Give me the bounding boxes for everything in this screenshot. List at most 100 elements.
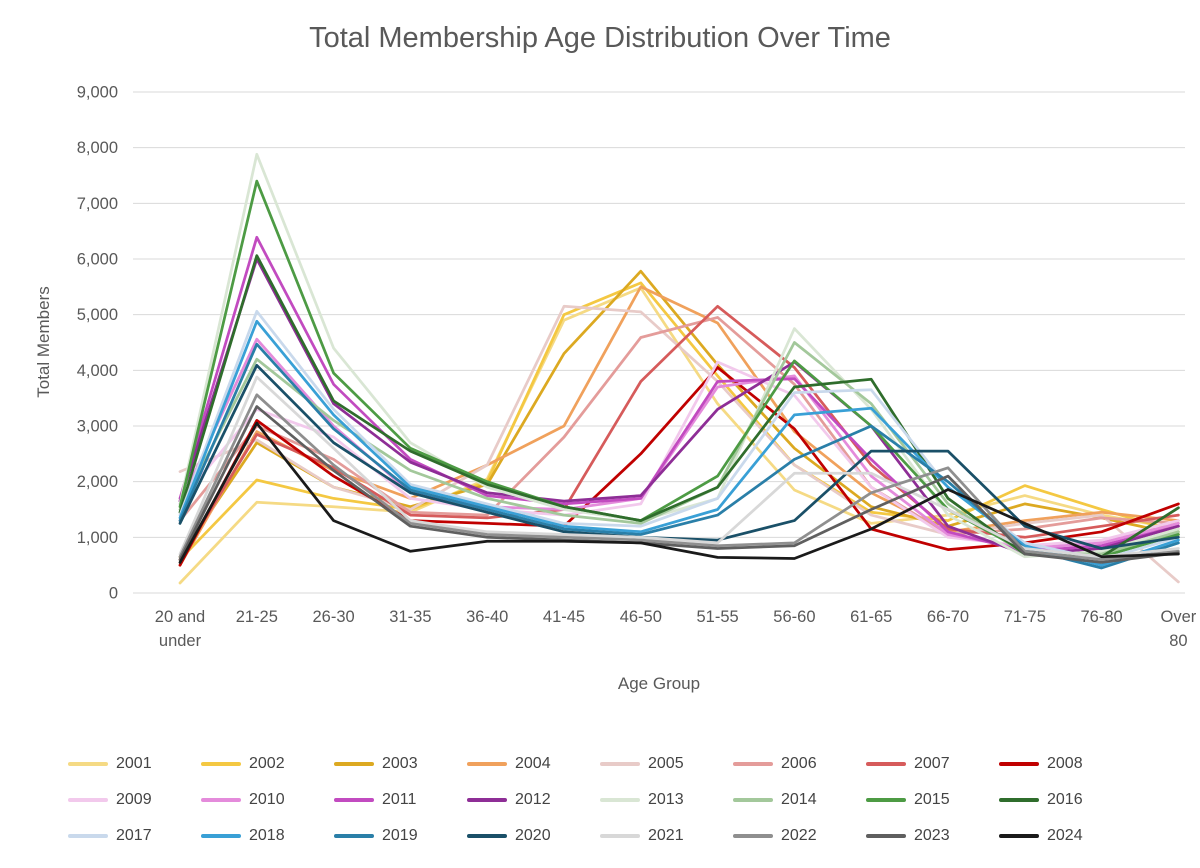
series-line-2005	[178, 304, 1180, 584]
legend-row: 2017 2018 2019 2020 2021 2022 2023 2024	[0, 818, 1200, 854]
legend-row: 2001 2002 2003 2004 2005 2006 2007 2008	[0, 746, 1200, 782]
y-tick-label: 1,000	[77, 529, 118, 547]
legend-swatch	[467, 797, 507, 803]
legend-label: 2017	[116, 827, 152, 844]
legend-item-2013: 2013	[600, 791, 733, 809]
legend-label: 2021	[648, 827, 684, 844]
legend-swatch	[334, 833, 374, 839]
series-line-2020	[178, 363, 1180, 550]
x-tick-label: 51-55	[696, 608, 738, 626]
legend-label: 2011	[382, 791, 417, 808]
legend-swatch	[68, 761, 108, 767]
legend-swatch	[467, 761, 507, 767]
legend-label: 2010	[249, 791, 285, 808]
legend-item-2004: 2004	[467, 755, 600, 773]
legend-swatch	[733, 761, 773, 767]
legend-item-2014: 2014	[733, 791, 866, 809]
legend-swatch	[68, 797, 108, 803]
legend-label: 2004	[515, 755, 551, 772]
legend-item-2023: 2023	[866, 827, 999, 845]
legend-item-2006: 2006	[733, 755, 866, 773]
legend-item-2012: 2012	[467, 791, 600, 809]
legend-row: 2009 2010 2011 2012 2013 2014 2015 2016	[0, 782, 1200, 818]
y-tick-label: 9,000	[77, 84, 118, 102]
legend-item-2020: 2020	[467, 827, 600, 845]
legend-item-2008: 2008	[999, 755, 1132, 773]
y-tick-label: 8,000	[77, 139, 118, 157]
legend-swatch	[201, 797, 241, 803]
x-tick-label: 46-50	[620, 608, 662, 626]
legend-label: 2015	[914, 791, 950, 808]
x-tick-label: 56-60	[773, 608, 815, 626]
legend-label: 2023	[914, 827, 950, 844]
legend-item-2011: 2011	[334, 791, 467, 809]
legend-label: 2020	[515, 827, 551, 844]
legend-item-2003: 2003	[334, 755, 467, 773]
legend-label: 2005	[648, 755, 684, 772]
series-line-2016	[178, 254, 1180, 559]
legend-label: 2006	[781, 755, 817, 772]
series-line-2013	[178, 152, 1180, 559]
legend-item-2019: 2019	[334, 827, 467, 845]
series-line-2024	[178, 421, 1180, 564]
legend-swatch	[201, 761, 241, 767]
legend-item-2016: 2016	[999, 791, 1132, 809]
y-tick-label: 5,000	[77, 306, 118, 324]
chart-title: Total Membership Age Distribution Over T…	[309, 22, 891, 54]
legend-item-2007: 2007	[866, 755, 999, 773]
legend-swatch	[467, 833, 507, 839]
y-tick-label: 0	[109, 585, 118, 603]
x-tick-label: 26-30	[312, 608, 354, 626]
legend-label: 2012	[515, 791, 551, 808]
legend-swatch	[201, 833, 241, 839]
legend-item-2002: 2002	[201, 755, 334, 773]
legend-swatch	[600, 797, 640, 803]
legend-label: 2001	[116, 755, 152, 772]
x-tick-label: 36-40	[466, 608, 508, 626]
legend-swatch	[334, 761, 374, 767]
legend-item-2024: 2024	[999, 827, 1132, 845]
y-tick-label: 3,000	[77, 418, 118, 436]
legend-label: 2014	[781, 791, 817, 808]
series-line-2006	[178, 316, 1180, 536]
x-tick-label: 66-70	[927, 608, 969, 626]
legend-item-2018: 2018	[201, 827, 334, 845]
x-tick-label: 61-65	[850, 608, 892, 626]
legend-label: 2009	[116, 791, 152, 808]
legend-item-2005: 2005	[600, 755, 733, 773]
legend-label: 2002	[249, 755, 285, 772]
legend-item-2022: 2022	[733, 827, 866, 845]
legend-swatch	[999, 833, 1039, 839]
legend-label: 2024	[1047, 827, 1083, 844]
legend-item-2010: 2010	[201, 791, 334, 809]
legend-item-2015: 2015	[866, 791, 999, 809]
legend-swatch	[600, 761, 640, 767]
y-tick-label: 4,000	[77, 362, 118, 380]
legend-label: 2013	[648, 791, 684, 808]
legend-swatch	[999, 761, 1039, 767]
legend-label: 2018	[249, 827, 285, 844]
legend-label: 2022	[781, 827, 817, 844]
series-line-2002	[178, 281, 1180, 561]
x-tick-label: 76-80	[1080, 608, 1122, 626]
x-tick-label: 71-75	[1004, 608, 1046, 626]
legend-item-2001: 2001	[68, 755, 201, 773]
legend-label: 2016	[1047, 791, 1083, 808]
legend-item-2017: 2017	[68, 827, 201, 845]
x-tick-label: 31-35	[389, 608, 431, 626]
x-tick-label: 20 and under	[155, 608, 205, 650]
legend-swatch	[334, 797, 374, 803]
x-tick-label: 41-45	[543, 608, 585, 626]
legend-swatch	[866, 797, 906, 803]
legend-swatch	[733, 833, 773, 839]
legend-swatch	[866, 833, 906, 839]
series-line-2023	[178, 405, 1180, 564]
legend-label: 2019	[382, 827, 418, 844]
plot-svg: 0 1,000 2,000 3,000 4,000 5,000 6,000 7,000 8,00…	[77, 84, 1197, 651]
legend-swatch	[733, 797, 773, 803]
y-tick-label: 6,000	[77, 251, 118, 269]
x-axis-title: Age Group	[617, 674, 701, 693]
x-tick-label: Over 80	[1161, 608, 1197, 650]
series-line-2017	[178, 309, 1180, 561]
